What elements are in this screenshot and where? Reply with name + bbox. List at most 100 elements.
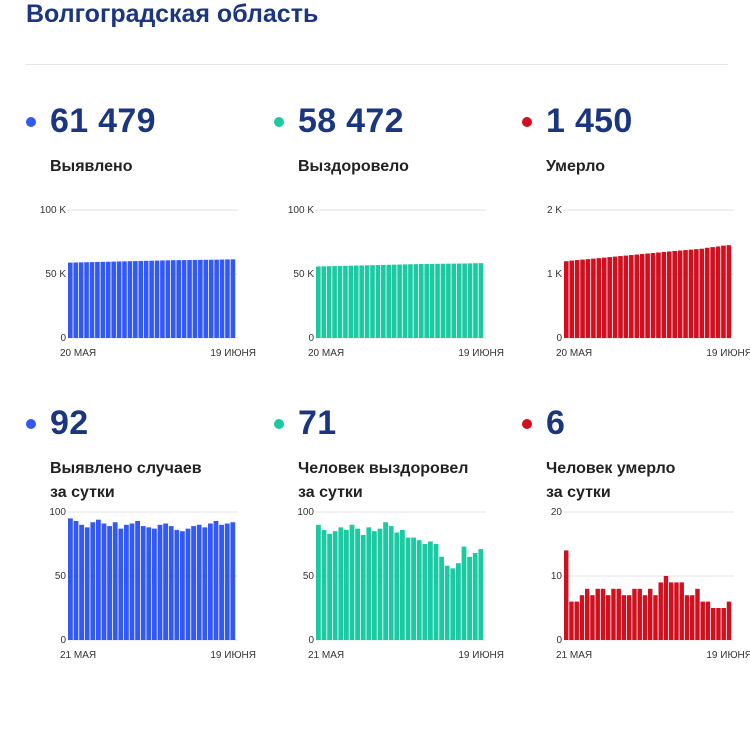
stat-label-line: Выявлено bbox=[50, 158, 133, 175]
bar bbox=[710, 247, 715, 338]
stat-value: 61 479 bbox=[50, 102, 156, 140]
bar bbox=[133, 261, 138, 338]
bar bbox=[96, 519, 101, 640]
bar bbox=[684, 595, 690, 640]
stat-value: 58 472 bbox=[298, 102, 404, 140]
bar bbox=[84, 262, 89, 338]
bar bbox=[591, 258, 596, 338]
bar bbox=[73, 262, 79, 338]
bar bbox=[73, 520, 79, 640]
bar bbox=[152, 528, 157, 640]
bar bbox=[400, 529, 405, 640]
bar bbox=[79, 524, 84, 640]
panel-recovered-total: 58 472 Выздоровело 0 50 K 100 K 20 МАЯ 19 ИЮНЯ bbox=[274, 100, 504, 430]
stat-label-line: Выявлено случаев bbox=[50, 460, 202, 477]
bar bbox=[116, 261, 122, 338]
bar bbox=[219, 259, 225, 338]
bar bbox=[192, 259, 198, 338]
bar bbox=[377, 528, 383, 640]
bar bbox=[360, 535, 366, 640]
legend-dot bbox=[26, 117, 36, 127]
bar bbox=[89, 262, 95, 338]
bar bbox=[149, 260, 154, 338]
x-tick-label-start: 20 МАЯ bbox=[556, 348, 592, 359]
y-tick-label: 1 K bbox=[547, 269, 562, 280]
bar bbox=[621, 595, 627, 640]
bar bbox=[107, 526, 112, 640]
bar bbox=[391, 264, 397, 338]
bar bbox=[569, 601, 574, 640]
bar bbox=[101, 523, 107, 640]
bar bbox=[634, 254, 640, 338]
bar bbox=[353, 265, 359, 338]
bar bbox=[68, 518, 73, 640]
bar bbox=[84, 527, 90, 640]
bar bbox=[478, 549, 484, 640]
bar bbox=[590, 595, 595, 640]
bar bbox=[424, 263, 430, 338]
bar bbox=[168, 526, 174, 640]
bar bbox=[653, 595, 658, 640]
x-tick-label-end: 19 ИЮНЯ bbox=[458, 650, 504, 661]
bar bbox=[632, 588, 637, 640]
bar bbox=[138, 260, 144, 338]
bar bbox=[191, 526, 196, 640]
x-tick-label-end: 19 ИЮНЯ bbox=[458, 348, 504, 359]
bar bbox=[388, 526, 394, 640]
bar bbox=[462, 263, 467, 338]
bar bbox=[669, 582, 674, 640]
bar bbox=[163, 523, 168, 640]
bar bbox=[569, 260, 575, 338]
stat-label-line: за сутки bbox=[298, 484, 363, 501]
bar bbox=[332, 531, 338, 640]
legend-dot bbox=[522, 419, 532, 429]
y-tick-label: 50 K bbox=[293, 269, 314, 280]
x-tick-label-end: 19 ИЮНЯ bbox=[210, 650, 256, 661]
x-tick-label-start: 21 МАЯ bbox=[556, 650, 592, 661]
bar-chart-deaths-total: 0 1 K 2 K 20 МАЯ 19 ИЮНЯ bbox=[547, 205, 750, 359]
bar bbox=[105, 261, 111, 338]
stat-value: 6 bbox=[546, 404, 566, 442]
panel-recovered-daily: 71 Человек выздоровел за сутки 0 50 100 21 МАЯ… bbox=[274, 402, 504, 732]
bar-chart-recovered-total: 0 50 K 100 K 20 МАЯ 19 ИЮНЯ bbox=[288, 205, 504, 359]
bar bbox=[721, 608, 726, 640]
bar bbox=[337, 265, 343, 338]
bar bbox=[435, 263, 440, 338]
bar bbox=[650, 253, 656, 338]
y-tick-label: 100 K bbox=[40, 205, 66, 216]
bar-chart-detected-total: 0 50 K 100 K 20 МАЯ 19 ИЮНЯ bbox=[40, 205, 256, 359]
bar bbox=[433, 544, 439, 640]
bar bbox=[694, 249, 699, 338]
bar bbox=[672, 250, 678, 338]
bar bbox=[154, 260, 160, 338]
bar bbox=[405, 537, 411, 640]
bar bbox=[202, 527, 208, 640]
bar bbox=[375, 265, 381, 338]
bar bbox=[658, 582, 663, 640]
bar bbox=[338, 527, 344, 640]
bar bbox=[695, 588, 700, 640]
bar bbox=[711, 608, 716, 640]
panel-detected-daily: 92 Выявлено случаев за сутки 0 50 100 21 МАЯ 19… bbox=[26, 402, 256, 732]
bar bbox=[639, 254, 645, 338]
bar bbox=[612, 256, 618, 338]
bar bbox=[428, 541, 433, 640]
y-tick-label: 0 bbox=[308, 333, 314, 344]
bar bbox=[160, 260, 165, 338]
bar bbox=[700, 601, 705, 640]
bar bbox=[645, 253, 650, 338]
bar bbox=[699, 248, 705, 338]
stat-label: Выявлено bbox=[50, 155, 132, 179]
bar bbox=[450, 568, 456, 640]
bar bbox=[726, 601, 732, 640]
bar bbox=[690, 595, 695, 640]
bar bbox=[705, 601, 711, 640]
x-tick-label-end: 19 ИЮНЯ bbox=[706, 348, 750, 359]
bar bbox=[444, 565, 450, 640]
x-tick-label-start: 21 МАЯ bbox=[60, 650, 96, 661]
bar bbox=[616, 588, 621, 640]
legend-dot bbox=[522, 117, 532, 127]
bar bbox=[422, 544, 428, 640]
bar bbox=[230, 522, 236, 640]
bar bbox=[381, 264, 386, 338]
